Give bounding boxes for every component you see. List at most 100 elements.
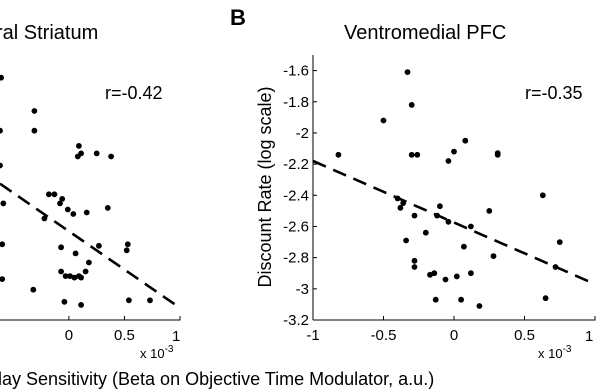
panel-b-data-point: [335, 151, 342, 158]
panel-b: B Ventromedial PFC Discount Rate (log sc…: [230, 5, 596, 361]
panel-a-data-point: [61, 298, 68, 305]
panel-a-data-point: [58, 244, 64, 251]
panel-a-data-point: [46, 191, 52, 198]
panel-b-y-tick-label: -1.8: [283, 94, 309, 111]
panel-b-data-point: [403, 237, 409, 244]
panel-b-label: B: [230, 5, 246, 30]
panel-b-data-point: [468, 270, 474, 277]
panel-a-data-point: [0, 127, 3, 134]
panel-a-points: [0, 74, 153, 308]
panel-b-data-point: [404, 69, 411, 75]
panel-b-data-point: [453, 273, 460, 280]
panel-b-data-point: [490, 253, 497, 259]
panel-b-data-point: [411, 264, 418, 270]
panel-b-data-point: [539, 192, 546, 199]
shared-x-axis-label: lay Sensitivity (Beta on Objective Time …: [0, 369, 434, 389]
panel-b-data-point: [414, 151, 421, 158]
panel-a-data-point: [76, 143, 82, 149]
panel-b-data-point: [411, 257, 418, 264]
panel-b-points: [335, 69, 563, 309]
panel-b-y-axis-label: Discount Rate (log scale): [255, 86, 275, 287]
panel-b-data-point: [442, 276, 449, 283]
panel-a-x-tick-label: 0.5: [114, 327, 135, 344]
panel-a-data-point: [0, 74, 4, 81]
panel-b-y-tick-label: -2.2: [283, 156, 309, 173]
panel-a-data-point: [108, 153, 114, 160]
panel-a-x-edge-tick: 1: [172, 328, 180, 345]
panel-a-data-point: [67, 273, 73, 279]
panel-b-data-point: [486, 208, 493, 214]
panel-a-data-point: [72, 250, 79, 257]
panel-a-data-point: [93, 150, 100, 157]
panel-a-data-point: [59, 196, 66, 202]
panel-b-title: Ventromedial PFC: [344, 22, 506, 44]
panel-a-data-point: [30, 286, 37, 293]
panel-a-data-point: [74, 153, 81, 160]
panel-b-data-point: [462, 137, 469, 144]
panel-b-data-point: [445, 218, 452, 225]
panel-b-data-point: [431, 270, 438, 277]
panel-a-data-point: [125, 297, 132, 304]
panel-b-data-point: [542, 295, 549, 302]
panel-b-data-point: [408, 151, 415, 158]
panel-a-correlation: r=-0.42: [105, 83, 163, 103]
panel-a-data-point: [78, 302, 84, 308]
panel-b-data-point: [437, 203, 443, 210]
panel-a-x-tick-label: 0: [65, 327, 73, 344]
panel-b-data-point: [451, 148, 457, 155]
panel-b-x-axis: [313, 316, 596, 321]
panel-a-data-point: [41, 215, 48, 222]
panel-a-axes: [0, 316, 181, 321]
panel-a-data-point: [0, 276, 6, 282]
panel-a-data-point: [31, 108, 38, 114]
panel-a-data-point: [70, 211, 77, 217]
panel-b-data-point: [432, 296, 439, 303]
panel-a-data-point: [31, 127, 38, 134]
panel-a-x-ticks: 0 0.5: [65, 316, 135, 344]
panel-a-data-point: [62, 273, 69, 279]
panel-a-data-point: [71, 274, 78, 281]
panel-b-data-point: [556, 239, 563, 246]
panel-b-data-point: [380, 117, 387, 124]
panel-b-x-multiplier: x 10-3: [538, 344, 572, 361]
panel-a-data-point: [51, 191, 58, 198]
panel-b-data-point: [458, 296, 464, 303]
panel-a-x-axis: [0, 316, 181, 321]
panel-a-data-point: [58, 268, 64, 275]
panel-a-data-point: [64, 206, 71, 213]
panel-b-x-tick-label: -0.5: [371, 327, 397, 344]
panel-b-x-edge-tick: 1: [585, 328, 593, 345]
panel-b-x-tick-label: 0: [450, 327, 458, 344]
panel-a-x-multiplier: x 10-3: [140, 344, 174, 361]
panel-a-data-point: [123, 247, 130, 254]
panel-b-y-tick-label: -2: [296, 125, 309, 142]
panel-a-data-point: [104, 205, 111, 211]
panel-b-data-point: [422, 229, 429, 236]
panel-a-data-point: [83, 209, 90, 216]
panel-a-data-point: [0, 241, 6, 248]
panel-b-data-point: [397, 204, 404, 211]
panel-b-x-tick-label: -1: [306, 327, 319, 344]
panel-b-data-point: [468, 223, 474, 230]
panel-a-data-point: [0, 200, 7, 207]
panel-a: ral Striatum r=-0.42 0 0.5 1 x 10-3: [0, 22, 181, 361]
panel-b-x-ticks: -1 -0.5 0 0.5: [306, 316, 535, 344]
panel-b-y-tick-label: -3: [296, 281, 309, 298]
panel-a-fit-line: [0, 182, 181, 309]
panel-b-fit-line: [312, 159, 596, 286]
panel-a-data-point: [96, 242, 102, 249]
panel-b-y-tick-label: -1.6: [283, 63, 309, 80]
panel-b-axes: [312, 55, 596, 321]
panel-b-y-tick-label: -2.8: [283, 250, 309, 267]
panel-b-y-ticks: -1.6 -1.8 -2 -2.2 -2.4 -2.6 -2.8 -3 -3.2: [283, 63, 317, 329]
panel-a-data-point: [78, 274, 84, 281]
panel-a-data-point: [82, 268, 89, 275]
panel-b-y-tick-label: -2.6: [283, 218, 309, 235]
panel-a-data-point: [147, 297, 153, 304]
panel-a-data-point: [86, 259, 92, 266]
panel-a-data-point: [124, 241, 131, 248]
panel-b-y-tick-label: -2.4: [283, 187, 309, 204]
panel-b-data-point: [445, 158, 452, 164]
panel-a-title: ral Striatum: [0, 22, 98, 44]
